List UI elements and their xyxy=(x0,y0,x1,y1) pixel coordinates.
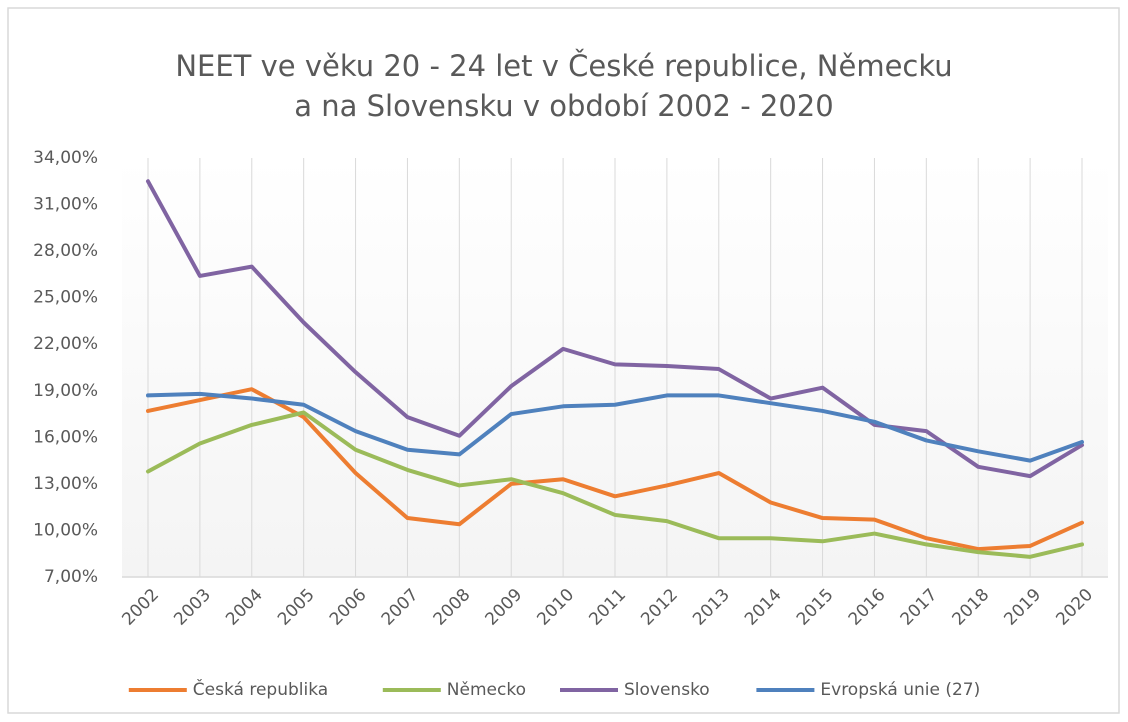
y-tick-label: 34,00% xyxy=(33,148,98,168)
y-tick-label: 13,00% xyxy=(33,474,98,494)
y-tick-label: 10,00% xyxy=(33,520,98,540)
y-tick-label: 22,00% xyxy=(33,334,98,354)
chart-title: a na Slovensku v období 2002 - 2020 xyxy=(294,89,833,123)
series-line xyxy=(146,179,1084,479)
series-line xyxy=(146,410,1084,559)
series-line xyxy=(146,387,1084,552)
y-tick-label: 31,00% xyxy=(33,195,98,215)
y-tick-label: 7,00% xyxy=(44,567,98,587)
legend-label: Evropská unie (27) xyxy=(820,680,980,700)
y-tick-label: 19,00% xyxy=(33,381,98,401)
y-tick-label: 16,00% xyxy=(33,427,98,447)
legend-label: Česká republika xyxy=(193,678,328,700)
legend-label: Německo xyxy=(447,680,526,700)
y-tick-label: 25,00% xyxy=(33,288,98,308)
chart-title: NEET ve věku 20 - 24 let v České republi… xyxy=(175,49,952,83)
legend-label: Slovensko xyxy=(624,680,710,700)
series-line xyxy=(146,391,1084,463)
y-tick-label: 28,00% xyxy=(33,241,98,261)
